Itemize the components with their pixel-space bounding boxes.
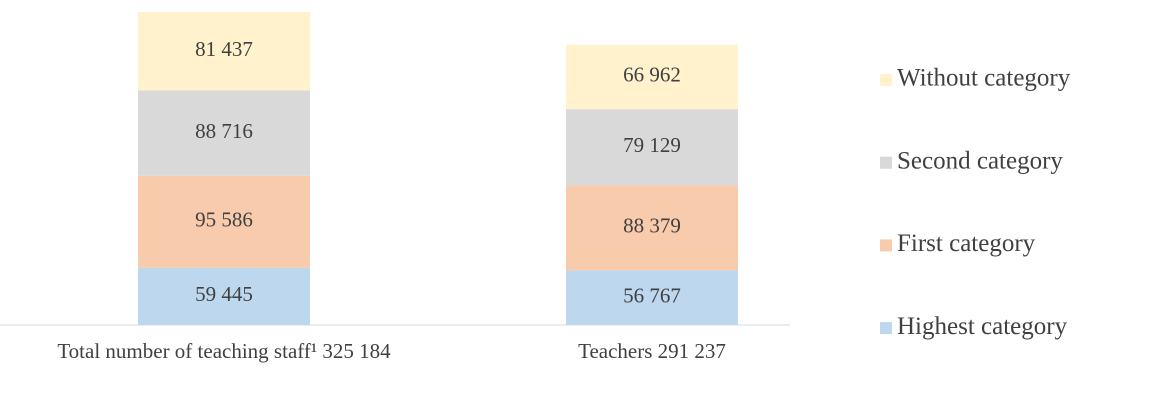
bar-segment: [566, 109, 738, 186]
data-label: 81 437: [195, 37, 253, 61]
legend-label: Highest category: [897, 313, 1068, 340]
data-label: 56 767: [623, 283, 681, 307]
legend-label: First category: [897, 230, 1036, 257]
legend-swatch: [880, 322, 892, 335]
legend-swatch: [880, 239, 892, 252]
data-label: 95 586: [195, 208, 253, 232]
bar-segment: [566, 270, 738, 325]
legend-label: Second category: [897, 147, 1063, 174]
data-label: 88 716: [195, 119, 253, 143]
category-label: Teachers 291 237: [578, 339, 726, 363]
data-label: 88 379: [623, 214, 681, 238]
bar-segment: [566, 185, 738, 271]
legend-swatch: [880, 156, 892, 169]
bar-segment: [138, 90, 310, 176]
category-label: Total number of teaching staff¹ 325 184: [57, 339, 391, 363]
data-label: 66 962: [623, 63, 681, 87]
bar-segment: [138, 12, 310, 91]
legend-label: Without category: [897, 65, 1071, 92]
bar-segment: [138, 267, 310, 325]
data-label: 59 445: [195, 282, 253, 306]
bar-segment: [566, 44, 738, 110]
bar-segment: [138, 175, 310, 268]
data-label: 79 129: [623, 133, 681, 157]
legend-swatch: [880, 74, 892, 86]
